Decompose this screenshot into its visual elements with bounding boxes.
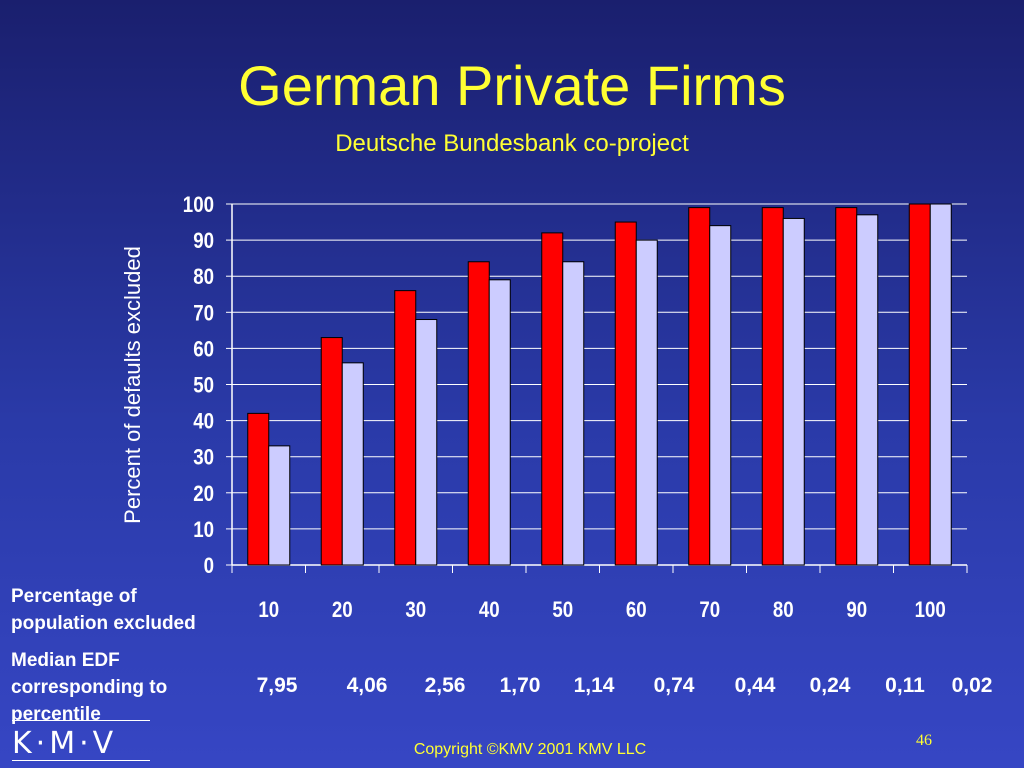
y-tick-label: 20 bbox=[193, 482, 214, 506]
y-tick-label: 100 bbox=[183, 194, 214, 218]
x-tick-label: 60 bbox=[626, 599, 647, 623]
bar-series2 bbox=[562, 261, 585, 566]
y-tick-label: 30 bbox=[193, 446, 214, 470]
bar-series2 bbox=[856, 214, 879, 566]
bar-series1 bbox=[908, 203, 931, 566]
edf-value: 4,06 bbox=[346, 674, 388, 697]
bar-series1 bbox=[541, 232, 564, 566]
bar-series2 bbox=[341, 362, 364, 566]
bar-series2 bbox=[929, 203, 952, 566]
bar-series1 bbox=[614, 221, 637, 566]
edf-value: 7,95 bbox=[256, 674, 298, 697]
bar-series1 bbox=[835, 207, 858, 566]
y-tick-label: 0 bbox=[204, 555, 214, 579]
x-tick-label: 50 bbox=[552, 599, 573, 623]
population-row-label: Percentage of population excluded bbox=[11, 583, 196, 637]
bar-series2 bbox=[488, 279, 511, 566]
edf-value: 0,44 bbox=[734, 674, 776, 697]
y-tick-label: 80 bbox=[193, 266, 214, 290]
x-tick-label: 40 bbox=[479, 599, 500, 623]
x-tick-label: 10 bbox=[258, 599, 279, 623]
bar-series1 bbox=[394, 290, 417, 566]
x-tick-label: 90 bbox=[846, 599, 867, 623]
y-axis-label: Percent of defaults excluded bbox=[120, 246, 145, 524]
x-tick-label: 80 bbox=[773, 599, 794, 623]
edf-row-label: Median EDF corresponding to percentile bbox=[11, 647, 167, 728]
edf-row-label-line2: corresponding to bbox=[11, 677, 168, 698]
edf-value: 2,56 bbox=[424, 674, 466, 697]
x-tick-label: 30 bbox=[405, 599, 426, 623]
x-tick-label: 100 bbox=[915, 599, 946, 623]
slide-title: German Private Firms bbox=[238, 54, 786, 117]
edf-row-label-line1: Median EDF bbox=[11, 650, 120, 671]
kmv-logo: K·M·V bbox=[12, 726, 118, 761]
bar-series2 bbox=[709, 225, 732, 566]
bar-series2 bbox=[782, 217, 805, 566]
logo-rule-top bbox=[12, 720, 150, 721]
bar-series2 bbox=[635, 239, 658, 566]
y-tick-label: 90 bbox=[193, 230, 214, 254]
edf-value: 0,11 bbox=[885, 674, 925, 697]
bar-series1 bbox=[247, 412, 270, 566]
edf-value: 0,02 bbox=[951, 674, 993, 697]
bar-series1 bbox=[320, 337, 343, 566]
population-row-label-line1: Percentage of bbox=[11, 586, 137, 607]
bar-series2 bbox=[415, 319, 438, 566]
bar-series2 bbox=[268, 445, 291, 566]
edf-value: 0,24 bbox=[809, 674, 851, 697]
y-tick-label: 40 bbox=[193, 410, 214, 434]
slide-subtitle: Deutsche Bundesbank co-project bbox=[335, 130, 689, 157]
x-tick-label: 20 bbox=[332, 599, 353, 623]
y-tick-label: 10 bbox=[193, 519, 214, 543]
bar-series1 bbox=[467, 261, 490, 566]
edf-row-label-line3: percentile bbox=[11, 704, 101, 725]
edf-value: 1,14 bbox=[573, 674, 615, 697]
logo-rule-bottom bbox=[12, 760, 150, 761]
y-tick-label: 60 bbox=[193, 338, 214, 362]
page-number: 46 bbox=[916, 732, 932, 749]
y-tick-label: 50 bbox=[193, 374, 214, 398]
copyright-text: Copyright ©KMV 2001 KMV LLC bbox=[413, 741, 647, 758]
edf-value: 0,74 bbox=[653, 674, 695, 697]
x-tick-label: 70 bbox=[699, 599, 720, 623]
bar-series1 bbox=[761, 207, 784, 566]
bar-series1 bbox=[688, 207, 711, 566]
population-row-label-line2: population excluded bbox=[11, 613, 196, 634]
edf-value: 1,70 bbox=[499, 674, 541, 697]
y-tick-label: 70 bbox=[193, 302, 214, 326]
